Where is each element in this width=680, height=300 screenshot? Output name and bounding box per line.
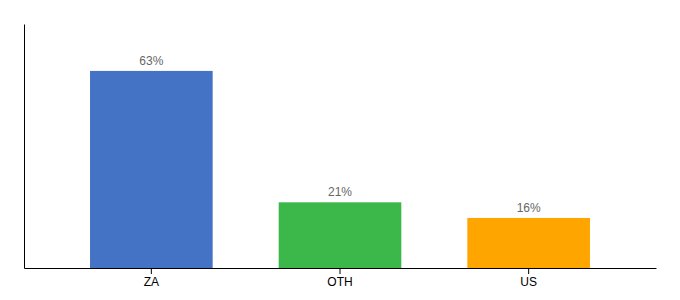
data-labels: 63% 21% 16% [139, 54, 541, 215]
tick: ZA [144, 268, 159, 289]
bars [90, 71, 590, 268]
tick-mark [340, 268, 341, 274]
tick-label: ZA [144, 275, 159, 289]
chart: 63% 21% 16% ZA OTH US [0, 0, 680, 300]
y-axis [24, 25, 25, 269]
plot: 63% 21% 16% ZA OTH US [25, 25, 657, 289]
bar [467, 218, 590, 268]
tick: OTH [327, 268, 352, 289]
tick: US [520, 268, 537, 289]
tick-label: US [520, 275, 537, 289]
data-label: 16% [517, 201, 541, 215]
axis-line [24, 25, 25, 269]
bar [279, 202, 402, 268]
tick-label: OTH [327, 275, 352, 289]
data-label: 21% [328, 185, 352, 199]
tick-mark [151, 268, 152, 274]
tick-mark [528, 268, 529, 274]
x-axis: ZA OTH US [25, 268, 657, 289]
data-label: 63% [139, 54, 163, 68]
bar [90, 71, 213, 268]
